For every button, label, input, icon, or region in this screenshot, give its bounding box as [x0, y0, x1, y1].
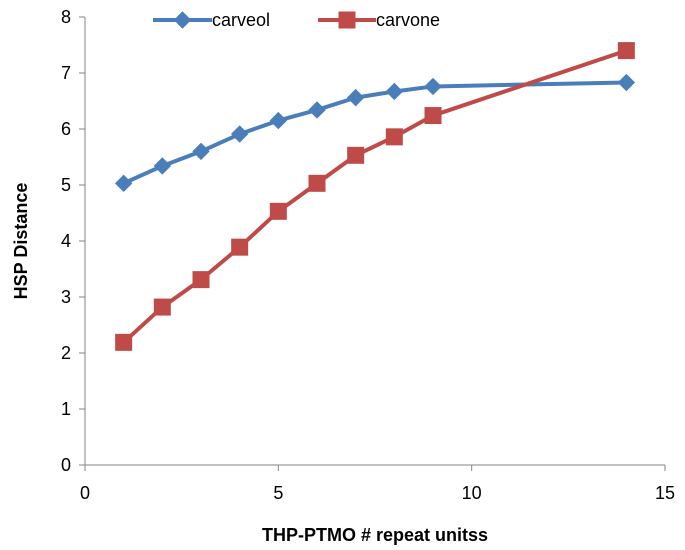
y-tick-label: 1: [61, 399, 71, 419]
data-point-carvone: [115, 333, 133, 351]
series-line-carveol: [122, 80, 627, 186]
series-line-carvone: [122, 48, 627, 344]
x-tick-label: 0: [80, 483, 90, 503]
y-tick-label: 3: [61, 287, 71, 307]
series-layer: [114, 42, 636, 351]
legend-marker-carvone: [338, 11, 356, 29]
data-point-carveol: [617, 73, 636, 92]
x-tick-label: 10: [462, 483, 482, 503]
data-point-carvone: [192, 271, 210, 289]
y-tick-label: 2: [61, 343, 71, 363]
legend-marker-carveol: [173, 11, 192, 29]
y-tick-label: 7: [61, 63, 71, 83]
x-axis-title: THP-PTMO # repeat unitss: [262, 525, 488, 545]
data-point-carvone: [308, 174, 326, 192]
data-point-carveol: [346, 88, 365, 107]
data-point-carvone: [385, 128, 403, 146]
y-tick-label: 8: [61, 7, 71, 27]
data-point-carveol: [153, 157, 172, 175]
series-carvone: [115, 42, 635, 351]
data-point-carveol: [230, 125, 249, 143]
y-tick-label: 5: [61, 175, 71, 195]
legend-label-carveol: carveol: [212, 10, 270, 30]
x-tick-label: 5: [273, 483, 283, 503]
data-point-carvone: [424, 107, 442, 125]
data-point-carveol: [424, 77, 442, 96]
y-axis-title: HSP Distance: [11, 183, 31, 300]
data-point-carvone: [231, 238, 249, 256]
data-point-carvone: [347, 146, 365, 164]
y-tick-label: 4: [61, 231, 71, 251]
data-point-carveol: [192, 142, 210, 161]
legend-entry-carveol: carveol: [153, 10, 270, 30]
y-tick-label: 6: [61, 119, 71, 139]
data-point-carvone: [617, 42, 635, 60]
legend-entry-carvone: carvone: [318, 10, 440, 30]
data-point-carvone: [153, 298, 171, 316]
data-point-carvone: [269, 202, 287, 220]
data-point-carveol: [114, 174, 133, 193]
data-point-carveol: [308, 101, 326, 119]
axes: [79, 16, 666, 471]
legend-label-carvone: carvone: [376, 10, 440, 30]
data-point-carveol: [385, 82, 404, 101]
series-carveol: [114, 73, 636, 193]
legend: carveol carvone: [153, 10, 440, 30]
tick-labels: 0 1 2 3 4 5 6 7 8 0 5 10 15: [61, 7, 675, 503]
x-tick-label: 15: [655, 483, 675, 503]
data-point-carveol: [269, 111, 288, 130]
y-tick-label: 0: [61, 455, 71, 475]
